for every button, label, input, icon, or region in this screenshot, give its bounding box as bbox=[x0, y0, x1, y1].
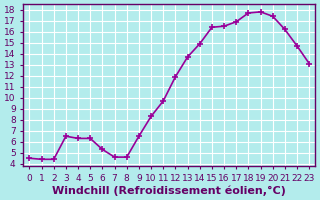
X-axis label: Windchill (Refroidissement éolien,°C): Windchill (Refroidissement éolien,°C) bbox=[52, 185, 286, 196]
